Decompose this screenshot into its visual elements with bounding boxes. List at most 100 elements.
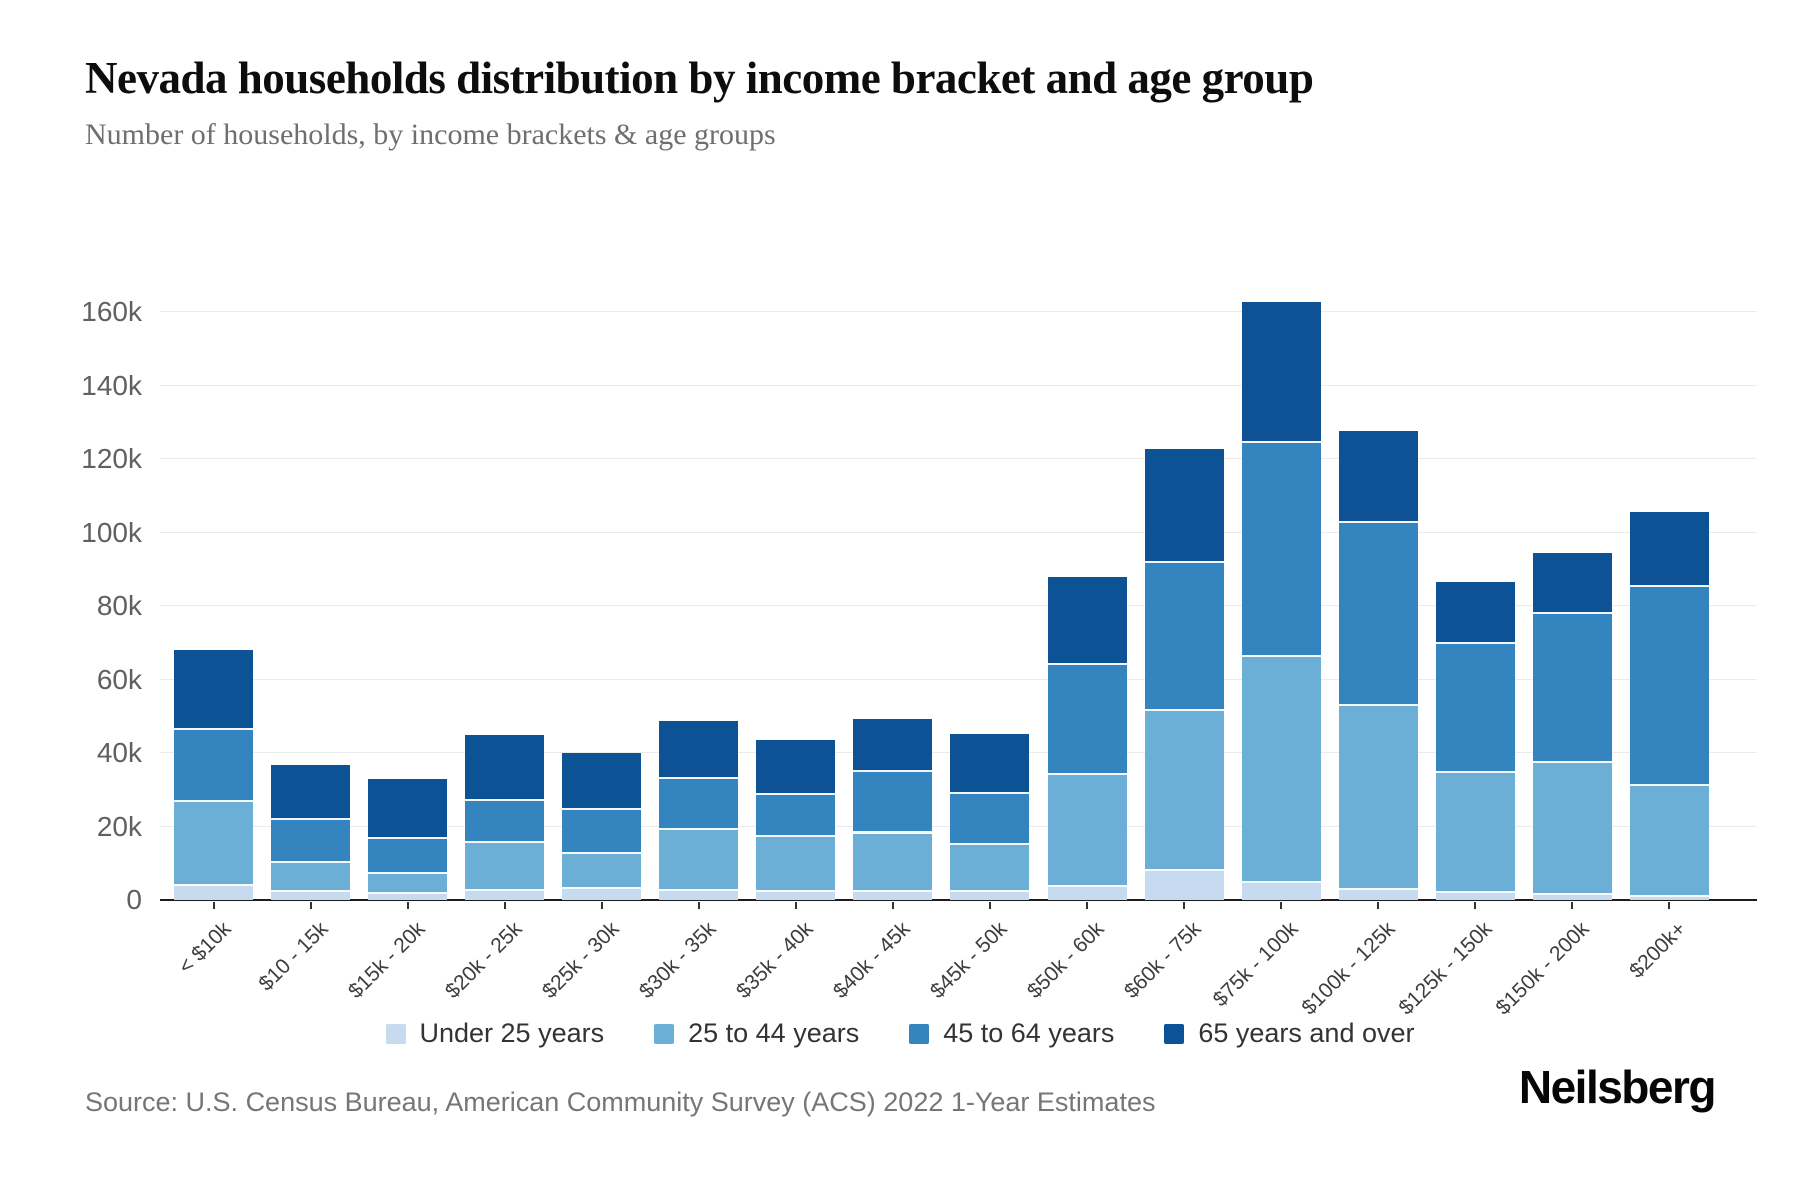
bar-segment[interactable] <box>950 793 1030 845</box>
bar-segment[interactable] <box>756 836 836 892</box>
bar-segment[interactable] <box>1144 562 1224 712</box>
bar-segment[interactable] <box>562 809 642 855</box>
bar-segment[interactable] <box>1338 705 1418 891</box>
bar-segment[interactable] <box>1241 656 1321 884</box>
bar-segment[interactable] <box>368 839 448 875</box>
bar-segment[interactable] <box>1629 586 1709 786</box>
bar-segment[interactable] <box>1241 443 1321 657</box>
bar-segment[interactable] <box>368 779 448 840</box>
bar-segment[interactable] <box>1338 523 1418 706</box>
x-axis-tick <box>697 902 700 909</box>
bar-segment[interactable] <box>1435 772 1515 894</box>
bar-segment[interactable] <box>271 819 351 863</box>
bar-segment[interactable] <box>174 650 253 730</box>
bar-segment[interactable] <box>368 893 448 900</box>
x-axis-tick <box>1377 902 1380 909</box>
y-axis-tick-label: 20k <box>96 810 142 842</box>
bar-segment[interactable] <box>853 719 933 772</box>
y-axis-tick-label: 80k <box>96 590 142 621</box>
bar-segment[interactable] <box>465 891 545 900</box>
legend-item[interactable]: 25 to 44 years <box>654 1018 859 1049</box>
x-axis-tick <box>309 902 312 909</box>
bar-segment[interactable] <box>1241 883 1321 900</box>
bar-segment[interactable] <box>271 891 351 900</box>
bar-segment[interactable] <box>1629 896 1709 900</box>
x-axis-tick <box>794 902 797 909</box>
bar-segment[interactable] <box>271 765 351 820</box>
x-axis-tick <box>1086 902 1089 909</box>
bar-segment[interactable] <box>174 729 253 802</box>
y-axis-tick-label: 140k <box>81 369 142 401</box>
bar-segment[interactable] <box>1435 581 1515 645</box>
bar-segment[interactable] <box>659 830 739 891</box>
bar-segment[interactable] <box>174 885 253 900</box>
y-axis-tick-label: 160k <box>81 296 142 327</box>
page-title: Nevada households distribution by income… <box>85 53 1314 103</box>
legend-label: 65 years and over <box>1198 1018 1415 1048</box>
bar-segment[interactable] <box>465 735 545 802</box>
x-axis-tick <box>988 902 991 909</box>
bar-segment[interactable] <box>1338 890 1418 900</box>
bar-segment[interactable] <box>853 771 933 834</box>
x-axis-tick <box>212 902 215 909</box>
plot-area: 0 20k 40k 60k 80k 100k 120k 140k 160k <box>81 260 1760 914</box>
x-axis-tick <box>1571 902 1574 909</box>
bar-segment[interactable] <box>465 842 545 892</box>
gridline <box>160 678 1757 680</box>
x-axis-tick <box>1183 902 1186 909</box>
bar-segment[interactable] <box>756 891 836 900</box>
bar-segment[interactable] <box>1629 512 1709 587</box>
bar-segment[interactable] <box>1629 785 1709 897</box>
bar-segment[interactable] <box>1241 301 1321 444</box>
bar-segment[interactable] <box>1435 893 1515 900</box>
legend-swatch-icon <box>909 1023 930 1044</box>
y-axis-tick-label: 0 <box>126 884 142 915</box>
gridline <box>160 384 1757 386</box>
bar-segment[interactable] <box>368 874 448 894</box>
legend-item[interactable]: 65 years and over <box>1164 1018 1415 1049</box>
bar-segment[interactable] <box>562 854 642 890</box>
bar-segment[interactable] <box>1338 431 1418 524</box>
bar-segment[interactable] <box>1047 576 1127 666</box>
bar-segment[interactable] <box>853 833 933 893</box>
bar-segment[interactable] <box>1047 775 1127 887</box>
bar-segment[interactable] <box>1144 711 1224 871</box>
bar-segment[interactable] <box>174 801 253 886</box>
bar-segment[interactable] <box>271 862 351 892</box>
bar-segment[interactable] <box>562 889 642 900</box>
bar-segment[interactable] <box>659 890 739 900</box>
bar-segment[interactable] <box>756 794 836 837</box>
bar-segment[interactable] <box>1532 894 1612 900</box>
x-axis-tick <box>1668 902 1671 909</box>
page-subtitle: Number of households, by income brackets… <box>85 118 776 151</box>
bar-segment[interactable] <box>853 892 933 900</box>
legend-label: Under 25 years <box>419 1018 605 1048</box>
gridline <box>160 458 1757 459</box>
legend-label: 45 to 64 years <box>943 1018 1115 1048</box>
bar-segment[interactable] <box>465 801 545 843</box>
bar-segment[interactable] <box>659 720 739 780</box>
bar-segment[interactable] <box>950 734 1030 794</box>
bar-segment[interactable] <box>1144 449 1224 563</box>
bar-segment[interactable] <box>1435 644 1515 773</box>
legend-item[interactable]: 45 to 64 years <box>909 1018 1114 1049</box>
gridline <box>160 531 1757 533</box>
bar-segment[interactable] <box>1532 552 1612 615</box>
bar-segment[interactable] <box>1047 886 1127 900</box>
bar-segment[interactable] <box>1047 665 1127 776</box>
x-axis-tick <box>600 902 603 909</box>
gridline <box>160 311 1757 312</box>
bar-segment[interactable] <box>950 891 1030 900</box>
bar-segment[interactable] <box>1532 614 1612 763</box>
bar-segment[interactable] <box>1144 870 1224 900</box>
bar-segment[interactable] <box>659 779 739 831</box>
bar-segment[interactable] <box>756 740 836 795</box>
bar-segment[interactable] <box>950 844 1030 892</box>
legend-item[interactable]: Under 25 years <box>385 1018 605 1049</box>
bar-segment[interactable] <box>562 753 642 810</box>
legend-swatch-icon <box>385 1023 406 1044</box>
y-axis-tick-label: 40k <box>96 737 142 768</box>
bar-segment[interactable] <box>1532 762 1612 895</box>
y-axis-tick-label: 100k <box>81 516 142 548</box>
